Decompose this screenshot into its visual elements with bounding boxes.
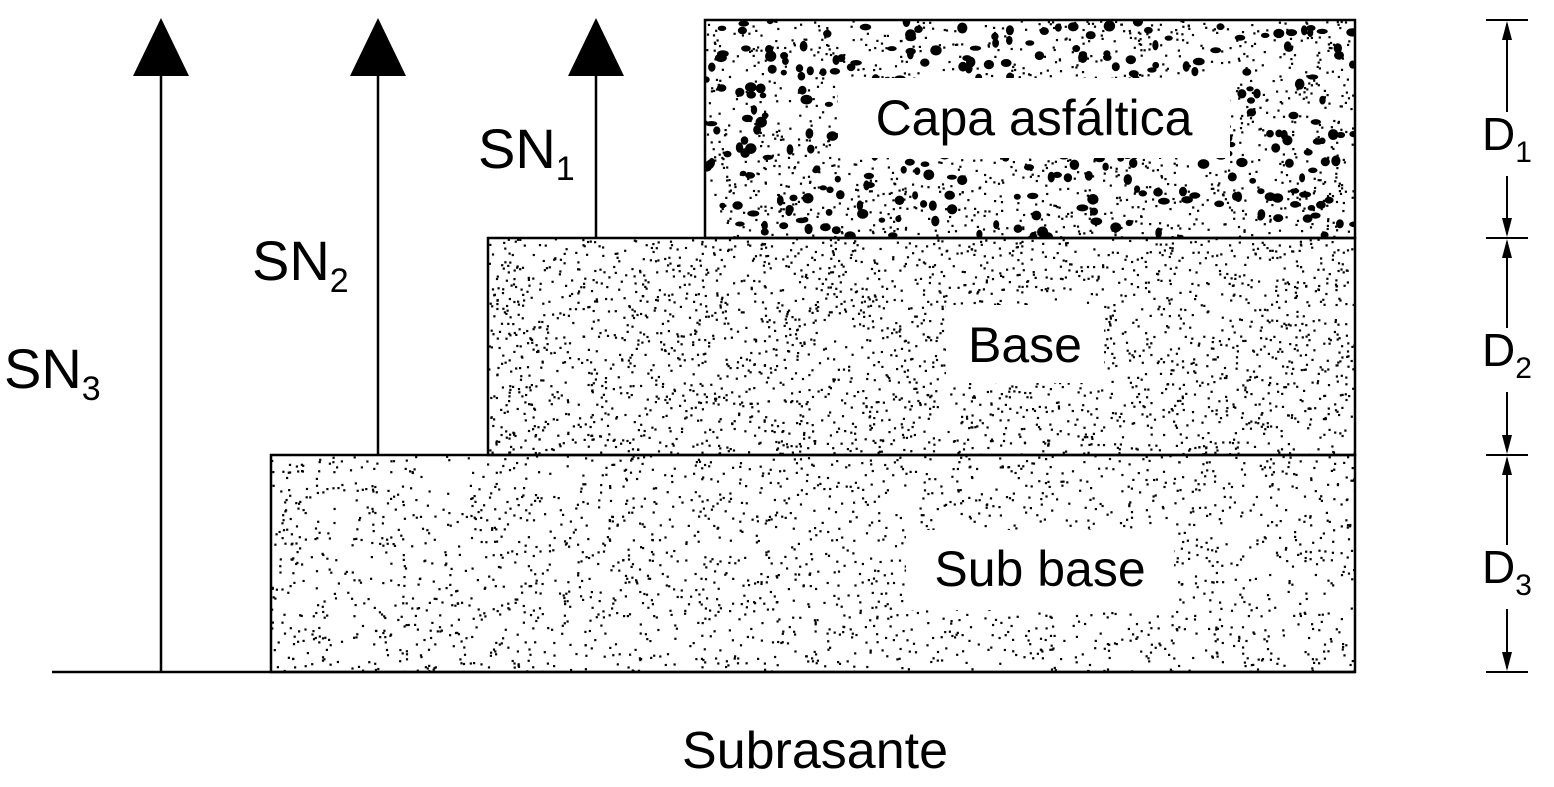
subbase-texture bbox=[271, 455, 1355, 672]
d3-label-bg bbox=[1478, 545, 1540, 609]
d1-label-bg bbox=[1478, 112, 1540, 176]
sn3-label: SN3 bbox=[4, 337, 101, 408]
surface-label-bg bbox=[838, 78, 1230, 158]
base-label: Base bbox=[968, 317, 1082, 373]
sn1-label: SN1 bbox=[478, 117, 575, 188]
sn2-label: SN2 bbox=[252, 229, 349, 300]
d2-label-bg bbox=[1478, 328, 1540, 392]
dimension-arrowheads bbox=[1502, 21, 1512, 671]
d1-label: D1 bbox=[1482, 108, 1532, 169]
sn3-arrow bbox=[133, 18, 189, 672]
d3-label: D3 bbox=[1482, 541, 1532, 602]
subbase-label: Sub base bbox=[934, 541, 1145, 597]
sn1-arrow bbox=[568, 18, 624, 238]
d2-label: D2 bbox=[1482, 324, 1532, 385]
subbase-label-bg bbox=[906, 530, 1174, 610]
subgrade-label: Subrasante bbox=[682, 722, 948, 780]
sn2-arrow bbox=[350, 18, 406, 455]
base-texture bbox=[488, 238, 1355, 455]
base-label-bg bbox=[946, 305, 1104, 383]
subbase-layer bbox=[269, 453, 1357, 674]
surface-label: Capa asfáltica bbox=[876, 90, 1193, 146]
base-layer bbox=[486, 236, 1357, 457]
